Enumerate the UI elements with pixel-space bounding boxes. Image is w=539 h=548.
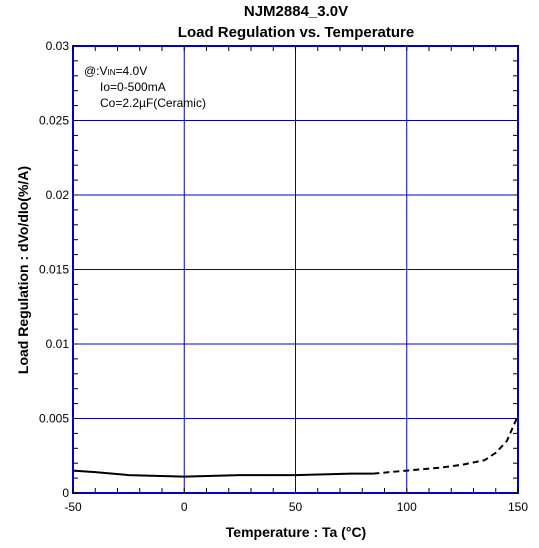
y-tick-label: 0.01 bbox=[46, 337, 70, 351]
y-axis-title: Load Regulation : dVo/dIo(%/A) bbox=[15, 166, 31, 374]
series-line-solid bbox=[72, 469, 374, 478]
y-tick-label: 0 bbox=[62, 486, 69, 500]
x-tick-label: -50 bbox=[64, 500, 82, 514]
chart-title: NJM2884_3.0V bbox=[244, 3, 348, 20]
gridlines bbox=[73, 46, 518, 493]
y-tick-label: 0.005 bbox=[39, 412, 69, 426]
x-tick-label: 0 bbox=[181, 500, 188, 514]
x-axis-title: Temperature : Ta (°C) bbox=[226, 524, 366, 540]
x-tick-label: 150 bbox=[508, 500, 528, 514]
series-line-dashed bbox=[373, 415, 519, 475]
y-tick-label: 0.025 bbox=[39, 114, 69, 128]
chart-subtitle: Load Regulation vs. Temperature bbox=[178, 24, 414, 41]
y-tick-label: 0.03 bbox=[46, 39, 70, 53]
condition-co: Co=2.2µF(Ceramic) bbox=[100, 96, 206, 110]
condition-vin: @:VIN=4.0V bbox=[84, 64, 147, 78]
condition-io: Io=0-500mA bbox=[100, 80, 166, 94]
x-tick-label: 50 bbox=[289, 500, 303, 514]
y-tick-label: 0.02 bbox=[46, 188, 70, 202]
y-tick-label: 0.015 bbox=[39, 263, 69, 277]
data-series bbox=[72, 415, 519, 478]
x-tick-label: 100 bbox=[397, 500, 417, 514]
